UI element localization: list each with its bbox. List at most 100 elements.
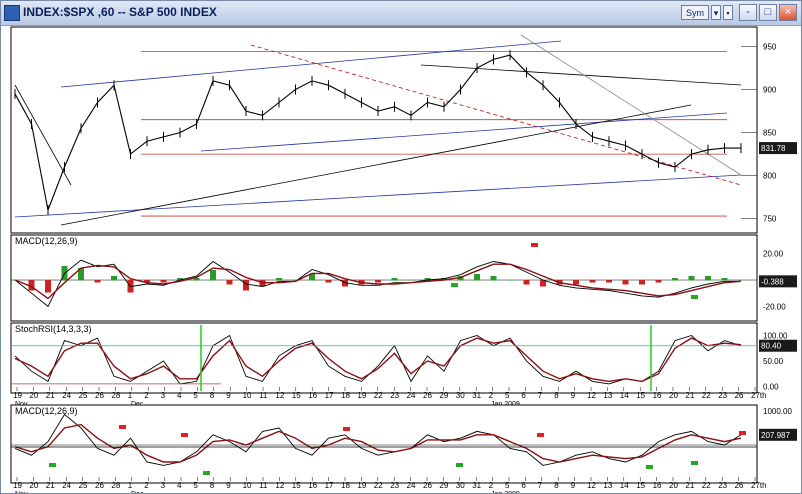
trend-line [520, 34, 742, 176]
date-tick-label: 31 [472, 391, 481, 400]
date-tick-label: 26 [423, 481, 432, 490]
month-label: Nov [15, 491, 28, 493]
date-axis-bottom: 19 20 21 24 25 26 28 1 2 3 4 5 8 9 10 11 12 15 16 17 18 19 22 2… [13, 477, 767, 493]
price-trendlines [14, 34, 742, 226]
histogram-bar [705, 276, 711, 281]
date-tick-label: 22 [702, 391, 711, 400]
date-tick-label: 19 [13, 481, 22, 490]
indicator-tick-label: -20.00 [763, 302, 786, 311]
histogram-bar [622, 280, 629, 285]
date-tick-label: 16 [653, 391, 662, 400]
maximize-button[interactable]: □ [759, 4, 777, 21]
signal-marker [456, 463, 463, 467]
date-tick-label: 15 [292, 391, 301, 400]
symbol-button[interactable]: Sym [681, 5, 709, 20]
date-tick-label: 4 [177, 391, 182, 400]
histogram-bar [490, 276, 497, 281]
signal-marker [181, 433, 188, 437]
minimize-button[interactable]: - [739, 4, 757, 21]
macd-hourly-panel: 20.00 -20.00 -0.388 [11, 243, 797, 311]
indicator-line [14, 263, 742, 300]
indicator-line [14, 334, 742, 385]
date-tick-label: 5 [193, 391, 198, 400]
date-tick-label: 24 [407, 391, 416, 400]
histogram-bar [408, 280, 414, 281]
date-tick-label: 20 [669, 391, 678, 400]
date-tick-label: 9 [571, 391, 576, 400]
indicator-tick-label: 20.00 [763, 250, 784, 259]
histogram-bar [589, 280, 596, 283]
histogram-bar [160, 280, 167, 283]
date-tick-label: 24 [62, 391, 71, 400]
date-tick-label: 21 [685, 481, 694, 490]
signal-marker [49, 463, 56, 467]
date-tick-label: 16 [653, 481, 662, 490]
date-tick-label: 19 [13, 391, 22, 400]
date-tick-label: 15 [292, 481, 301, 490]
trend-line [14, 174, 742, 218]
macd-hourly-title: MACD(12,26,9) [15, 236, 78, 246]
price-tick-label: 900 [763, 86, 777, 95]
price-axis: 950 900 850 800 750 831.78 [741, 42, 797, 224]
signal-marker [451, 283, 458, 287]
date-tick-label: 28 [111, 391, 120, 400]
date-tick-label: 21 [46, 481, 55, 490]
date-tick-label: 20 [29, 481, 38, 490]
histogram-bar [325, 280, 332, 283]
trend-line [60, 40, 562, 88]
histogram-bar [474, 274, 480, 281]
date-tick-label: 3 [161, 481, 166, 490]
histogram-bar [243, 280, 249, 291]
date-tick-label: 12 [587, 391, 596, 400]
dropdown-arrow-icon[interactable]: ▾ [711, 5, 721, 20]
histogram-bar [738, 280, 744, 281]
app-icon [4, 5, 20, 21]
date-tick-label: 15 [636, 481, 645, 490]
indicator-line [14, 259, 741, 308]
date-tick-label: 31 [472, 481, 481, 490]
indicator-tick-label: 50.00 [763, 357, 784, 366]
date-tick-label: 2 [489, 481, 494, 490]
price-tick-label: 950 [763, 42, 777, 51]
signal-marker [343, 427, 350, 431]
date-tick-label: 9 [226, 391, 231, 400]
date-tick-label: 26 [735, 481, 744, 490]
close-button[interactable]: × [779, 4, 797, 21]
date-tick-label: 26 [735, 391, 744, 400]
trend-line [200, 112, 728, 152]
date-tick-label: 8 [210, 481, 215, 490]
date-tick-label: 9 [571, 481, 576, 490]
histogram-bar [342, 280, 348, 287]
histogram-bar [144, 280, 150, 283]
date-tick-label: 18 [341, 391, 350, 400]
date-tick-label: 26 [95, 391, 104, 400]
month-label: Jan 2009 [491, 491, 520, 493]
date-tick-label: 20 [29, 391, 38, 400]
signal-marker [537, 433, 544, 437]
histogram-bar [573, 280, 579, 285]
date-tick-label: 13 [603, 481, 612, 490]
signal-marker [691, 461, 698, 465]
histogram-bar [292, 280, 299, 281]
date-tick-label: 15 [636, 391, 645, 400]
date-tick-label: 13 [603, 391, 612, 400]
histogram-bar [375, 280, 381, 283]
link-icon[interactable]: ▪ [723, 5, 733, 20]
month-label: Dec [131, 491, 144, 493]
date-tick-label: 2 [144, 481, 149, 490]
date-tick-label: 8 [554, 481, 559, 490]
histogram-bar [507, 280, 513, 281]
date-tick-label: 27th [751, 481, 767, 490]
last-value-box [759, 275, 797, 288]
date-tick-label: 11 [259, 481, 268, 490]
date-tick-label: 22 [374, 391, 383, 400]
date-tick-label: 14 [620, 391, 629, 400]
signal-marker [739, 431, 746, 435]
date-tick-label: 23 [718, 481, 727, 490]
stochrsi-panel: 100.00 50.00 0.00 80.40 [11, 325, 797, 391]
histogram-bar [457, 276, 464, 281]
indicator-tick-label: 1000.00 [763, 407, 792, 416]
date-tick-label: 30 [456, 481, 465, 490]
date-tick-label: 19 [357, 391, 366, 400]
